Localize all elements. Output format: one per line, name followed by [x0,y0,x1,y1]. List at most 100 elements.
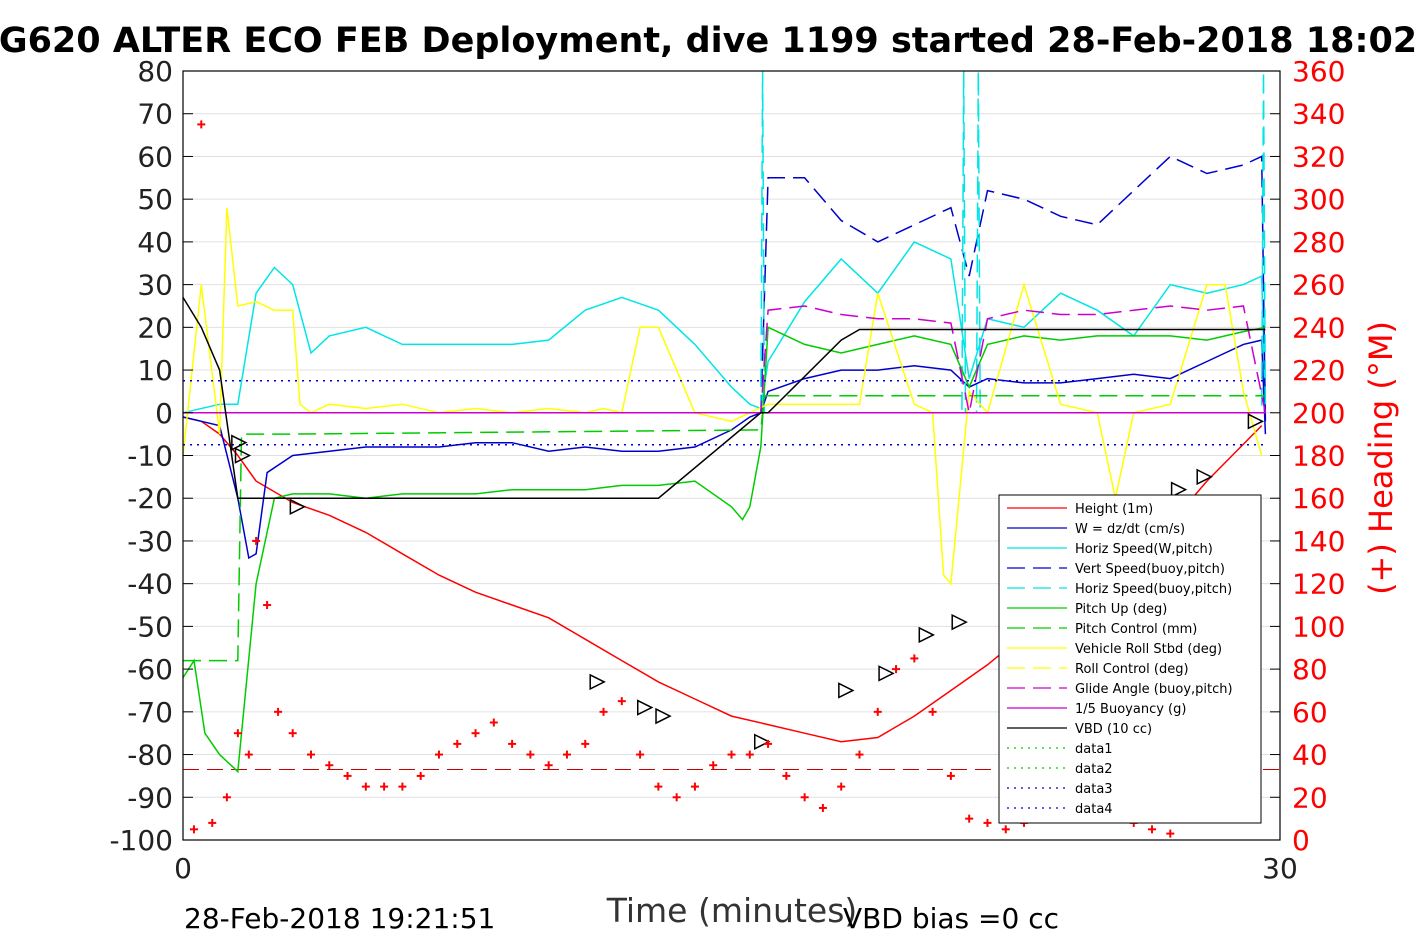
heading-marker [189,825,198,834]
y-tick-label: -80 [127,739,173,772]
y-right-tick-label: 40 [1292,739,1328,772]
heading-marker [1166,829,1175,838]
legend-entry: data3 [1075,782,1113,797]
x-tick-label: 0 [174,852,192,885]
legend-entry: W = dz/dt (cm/s) [1075,522,1185,537]
heading-marker [581,739,590,748]
heading-marker [233,729,242,738]
y-right-tick-label: 340 [1292,98,1345,131]
series-line-3 [760,155,1267,422]
triangle-marker [655,707,672,725]
y-right-tick-label: 240 [1292,311,1345,344]
x-tick-label: 30 [1262,852,1298,885]
heading-marker [361,782,370,791]
y-tick-label: -10 [127,440,173,473]
heading-marker [672,793,681,802]
y-right-tick-label: 160 [1292,482,1345,515]
y-right-tick-label: 200 [1292,397,1345,430]
heading-marker [263,601,272,610]
series-line-5 [182,326,1266,774]
y-right-tick-label: 220 [1292,354,1345,387]
heading-marker [654,782,663,791]
heading-marker [1001,825,1010,834]
heading-marker [690,782,699,791]
y-right-tick-label: 280 [1292,226,1345,259]
series-line-6 [183,394,1266,662]
triangle-marker [289,498,307,515]
y-right-tick-label: 120 [1292,568,1345,601]
heading-marker [782,771,791,780]
legend-entry: data1 [1075,742,1113,757]
triangle-marker [231,434,248,451]
y-tick-label: 30 [137,269,173,302]
triangle-marker [754,733,771,750]
ticks: 80706050403020100-10-20-30-40-50-60-70-8… [109,55,1345,885]
y-right-tick-label: 300 [1292,183,1345,216]
y-right-tick-label: 80 [1292,653,1328,686]
y-tick-label: 80 [137,55,173,88]
triangle-marker [589,673,606,691]
y-tick-label: -100 [109,824,173,857]
legend-entry: Glide Angle (buoy,pitch) [1075,682,1233,697]
heading-marker [252,536,261,545]
heading-marker [599,707,608,716]
heading-marker [818,803,827,812]
heading-marker [453,739,462,748]
heading-marker [434,750,443,759]
heading-marker [873,707,882,716]
series-layer [182,70,1280,838]
heading-marker [489,718,498,727]
legend-entry: Pitch Control (mm) [1075,622,1197,637]
chart-title: G620 ALTER ECO FEB Deployment, dive 1199… [0,21,1417,61]
y-tick-label: 10 [137,354,173,387]
heading-marker [837,782,846,791]
heading-marker [544,761,553,770]
series-line-9 [183,305,1267,414]
footer-timestamp: 28-Feb-2018 19:21:51 [184,902,495,935]
heading-marker [398,782,407,791]
heading-marker [764,739,773,748]
y-right-tick-label: 320 [1292,140,1345,173]
y-tick-label: -50 [127,610,173,643]
heading-marker [471,729,480,738]
triangle-marker [1170,481,1188,498]
heading-marker [325,761,334,770]
heading-marker [197,120,206,129]
heading-marker [1148,825,1157,834]
triangle-marker [1247,413,1265,430]
y-tick-label: -20 [127,482,173,515]
heading-marker [274,707,283,716]
right-axis-label: (+) Heading (°M) [1362,321,1400,595]
heading-marker [208,818,217,827]
y-tick-label: -90 [127,781,173,814]
heading-marker [562,750,571,759]
triangle-marker [878,665,895,682]
y-tick-label: 60 [137,140,173,173]
heading-marker [709,761,718,770]
y-right-tick-label: 140 [1292,525,1345,558]
legend-entry: Horiz Speed(W,pitch) [1075,542,1213,557]
legend-entry: VBD (10 cc) [1075,722,1152,737]
y-right-tick-label: 180 [1292,440,1345,473]
y-tick-label: -60 [127,653,173,686]
heading-marker [910,654,919,663]
heading-marker [928,707,937,716]
heading-marker [288,729,297,738]
heading-marker [380,782,389,791]
heading-marker [983,818,992,827]
heading-marker [946,771,955,780]
triangle-marker [838,682,855,699]
legend-entry: data4 [1075,802,1113,817]
y-tick-label: -70 [127,696,173,729]
legend-entry: Vert Speed(buoy,pitch) [1075,562,1225,577]
legend-entry: data2 [1075,762,1113,777]
triangle-marker [636,699,654,716]
heading-marker [727,750,736,759]
heading-marker [416,771,425,780]
heading-marker [508,739,517,748]
heading-marker [244,750,253,759]
y-tick-label: -40 [127,568,173,601]
y-tick-label: 40 [137,226,173,259]
triangle-marker [1196,468,1213,486]
